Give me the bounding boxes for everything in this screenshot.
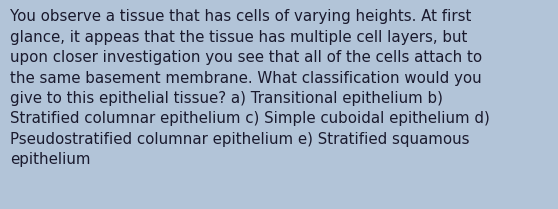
Text: You observe a tissue that has cells of varying heights. At first
glance, it appe: You observe a tissue that has cells of v…: [10, 9, 490, 167]
